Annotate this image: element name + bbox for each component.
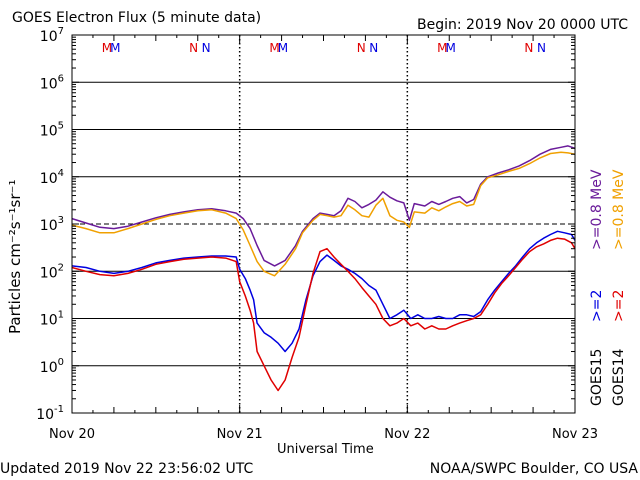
legend-satellite: GOES15	[589, 348, 605, 406]
mn-marker: N	[202, 41, 211, 55]
y-tick-exponent: 3	[58, 215, 64, 226]
y-tick-exponent: 7	[58, 26, 64, 37]
mn-marker: M	[278, 41, 288, 55]
annotations: MM N N MM N N MM N N	[102, 41, 546, 55]
mn-marker: M	[269, 41, 279, 55]
series-line	[71, 151, 576, 277]
x-tick-label: Nov 21	[217, 427, 263, 442]
y-tick-label: 101	[40, 310, 64, 329]
y-tick-label: 103	[40, 215, 64, 234]
y-tick-exponent: 5	[58, 121, 64, 132]
x-axis-label: Universal Time	[277, 442, 374, 457]
legend-entry: >=0.8 MeV	[611, 169, 627, 250]
grid-lines	[72, 35, 575, 413]
legend-entry: >=2	[589, 289, 605, 322]
legend-entry: >=2	[611, 289, 627, 322]
y-tick-exponent: 0	[58, 357, 64, 368]
y-tick-label: 107	[40, 26, 64, 45]
mn-marker: N	[537, 41, 546, 55]
mn-marker: M	[102, 41, 112, 55]
y-axis-label: Particles cm⁻²s⁻¹sr⁻¹	[6, 179, 24, 334]
mn-marker: M	[445, 41, 455, 55]
y-tick-exponent: -1	[54, 404, 64, 415]
mn-marker: N	[189, 41, 198, 55]
y-tick-exponent: 2	[58, 262, 64, 273]
mn-marker: M	[437, 41, 447, 55]
series-lines	[71, 145, 576, 392]
mn-marker: N	[369, 41, 378, 55]
y-tick-label: 100	[40, 357, 64, 376]
updated-text: Updated 2019 Nov 22 23:56:02 UTC	[0, 461, 254, 477]
x-tick-label: Nov 20	[49, 427, 95, 442]
x-tick-label: Nov 22	[384, 427, 430, 442]
legend-satellite: GOES14	[611, 348, 627, 406]
mn-marker: N	[524, 41, 533, 55]
y-tick-label: 10-1	[36, 404, 64, 423]
series-line	[71, 145, 576, 267]
y-tick-exponent: 6	[58, 73, 64, 84]
y-tick-exponent: 1	[58, 310, 64, 321]
legend-entry: >=0.8 MeV	[589, 169, 605, 250]
mn-marker: N	[357, 41, 366, 55]
chart-title: GOES Electron Flux (5 minute data)	[12, 10, 262, 26]
series-line	[71, 230, 576, 353]
credit-text: NOAA/SWPC Boulder, CO USA	[429, 461, 638, 477]
begin-date: Begin: 2019 Nov 20 0000 UTC	[417, 17, 628, 33]
series-line	[71, 237, 576, 392]
plot-frame	[71, 34, 576, 414]
y-tick-label: 102	[40, 262, 64, 281]
mn-marker: M	[110, 41, 120, 55]
x-tick-label: Nov 23	[552, 427, 598, 442]
y-tick-label: 106	[40, 73, 64, 92]
y-tick-exponent: 4	[58, 168, 64, 179]
y-tick-label: 105	[40, 121, 64, 140]
y-tick-label: 104	[40, 168, 64, 187]
